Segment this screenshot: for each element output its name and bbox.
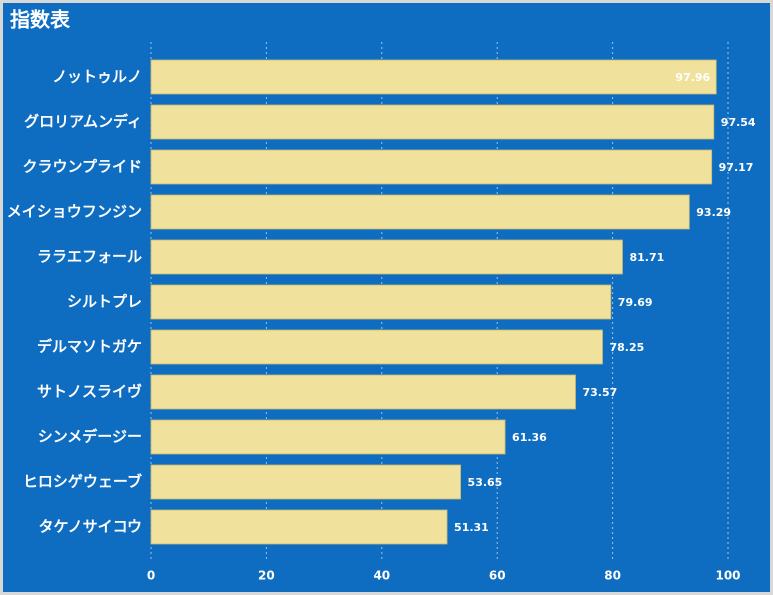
value-label: 61.36 <box>512 431 547 444</box>
bar <box>150 59 717 95</box>
x-tick-label: 20 <box>258 569 275 583</box>
bar <box>150 464 461 500</box>
value-label: 78.25 <box>610 341 645 354</box>
x-tick-label: 100 <box>715 569 740 583</box>
bar <box>150 329 603 365</box>
value-label: 93.29 <box>696 206 731 219</box>
y-tick-label: サトノスライヴ <box>37 383 142 401</box>
value-label: 97.17 <box>719 161 754 174</box>
value-label: 53.65 <box>468 476 503 489</box>
bar <box>150 104 715 140</box>
y-tick-label: ララエフォール <box>37 248 142 266</box>
bar <box>150 149 713 185</box>
bar <box>150 374 576 410</box>
value-label: 79.69 <box>618 296 653 309</box>
value-label: 97.96 <box>675 71 710 84</box>
y-tick-label: ヒロシゲウェーブ <box>23 473 142 491</box>
value-label: 73.57 <box>582 386 617 399</box>
x-tick-label: 40 <box>373 569 390 583</box>
y-tick-label: メイショウフンジン <box>7 203 142 221</box>
y-tick-label: ノットゥルノ <box>52 68 142 86</box>
chart-title: 指数表 <box>10 8 71 32</box>
value-label: 97.54 <box>721 116 756 129</box>
bar <box>150 284 612 320</box>
bar <box>150 194 690 230</box>
bar <box>150 239 623 275</box>
y-tick-label: シルトプレ <box>67 293 142 311</box>
x-tick-label: 80 <box>604 569 621 583</box>
x-tick-label: 60 <box>489 569 506 583</box>
y-tick-label: デルマソトガケ <box>37 338 142 356</box>
bar <box>150 419 506 455</box>
bar <box>150 509 448 545</box>
value-label: 81.71 <box>629 251 664 264</box>
y-tick-label: グロリアムンディ <box>24 113 142 131</box>
y-tick-label: クラウンプライド <box>22 158 142 176</box>
y-tick-label: タケノサイコウ <box>38 518 142 536</box>
value-label: 51.31 <box>454 521 489 534</box>
x-tick-label: 0 <box>147 569 155 583</box>
y-tick-label: シンメデージー <box>38 428 142 446</box>
